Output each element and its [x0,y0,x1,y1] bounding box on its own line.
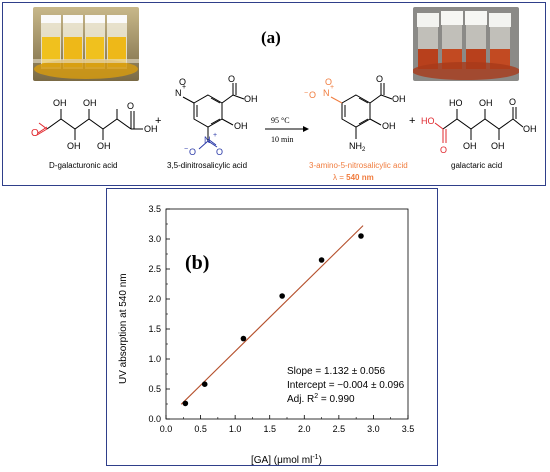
dns-structure [182,83,245,150]
ga-oh-label-2: OH [83,98,97,108]
ans-plus-charge: + [330,84,334,91]
dns-o-label-1: O [179,77,186,87]
ga-o-label: O [127,101,134,111]
ga-oh-label-5: OH [97,141,111,151]
reaction-temperature: 95 °C [271,116,290,125]
dns-n-label-2: N [204,135,211,145]
dns-o-label-4: O [216,147,223,157]
y-tick-label: 3.5 [148,204,161,214]
galactaric-acid-structure [434,107,524,143]
y-tick-label: 3.0 [148,234,161,244]
y-tick-label: 1.0 [148,354,161,364]
dns-n-label-1: N [175,88,182,98]
dns-oh-label-2: OH [234,121,248,131]
x-tick-label: 2.5 [333,424,346,434]
ans-oh-label-1: OH [392,94,406,104]
data-point [201,381,208,387]
dns-name: 3,5-dinitrosalicylic acid [167,161,247,170]
y-tick-label: 0.5 [148,384,161,394]
fit-line-group [180,225,364,405]
x-tick-label: 0.5 [194,424,207,434]
ga-oh-label-4: OH [67,141,81,151]
ans-name: 3-amino-5-nitrosalicylic acid [309,161,408,170]
x-tick-label: 0.0 [160,424,173,434]
lambda-label: λ = 540 nm [333,173,374,182]
panel-b-label: (b) [185,252,209,274]
ans-o-label-2: O [309,90,316,100]
gaa-ho-label-2: HO [449,98,463,108]
ans-nh2-label: NH2 [349,141,366,153]
gaa-oh-label-1: OH [479,98,493,108]
vials-photo-before [33,7,139,81]
ans-o-label-1: O [325,77,332,87]
dns-plus-charge-1: + [182,84,186,91]
intercept-annotation: Intercept = −0.004 ± 0.096 [287,380,405,391]
slope-annotation: Slope = 1.132 ± 0.056 [287,366,386,377]
calibration-panel: 0.0 0.5 1.0 1.5 2.0 2.5 3.0 3.5 0.0 0.5 1.0 1.5 2.0 2… [106,188,438,466]
data-point [240,335,247,342]
ga-oh-label-3: OH [144,124,158,134]
reaction-scheme: (a) O OH OH O OH OH OH D-galacturonic ac… [31,28,537,182]
x-tick-label: 1.0 [229,424,242,434]
reaction-time: 10 min [271,135,293,144]
galactaric-acid-name: galactaric acid [451,161,502,170]
aldehyde-o-label: O [31,128,39,139]
dns-oh-label-1: OH [244,94,258,104]
gaa-o-label-1: O [440,145,447,155]
reaction-panel: (a) O OH OH O OH OH OH D-galacturonic ac… [2,2,546,186]
gaa-o-label-2: O [509,97,516,107]
vials-photo-after [413,7,519,81]
gaa-ho-label: HO [421,116,435,126]
y-axis-label: UV absorption at 540 nm [118,273,129,384]
ans-o-label-3: O [376,74,383,84]
calibration-chart: 0.0 0.5 1.0 1.5 2.0 2.5 3.0 3.5 0.0 0.5 1.0 1.5 2.0 2… [118,204,414,466]
data-point [182,400,189,407]
plus-sign-2: + [409,115,415,127]
dns-o-label-3: O [189,147,196,157]
fit-line [180,225,364,405]
x-axis-label: [GA] (μmol ml-1) [251,454,322,466]
x-tick-label: 3.5 [402,424,415,434]
y-tick-label: 2.0 [148,294,161,304]
chart-ticks: 0.0 0.5 1.0 1.5 2.0 2.5 3.0 3.5 0.0 0.5 1.0 1.5 2.0 2… [148,204,414,434]
dns-minus-charge: − [184,146,188,153]
ans-oh-label-2: OH [382,121,396,131]
galacturonic-acid-structure [36,109,143,140]
galacturonic-acid-name: D-galacturonic acid [49,161,117,170]
gaa-oh-label-2: OH [523,124,537,134]
x-tick-label: 2.0 [298,424,311,434]
y-tick-label: 2.5 [148,264,161,274]
y-tick-label: 1.5 [148,324,161,334]
data-points [182,233,364,407]
x-tick-label: 3.0 [367,424,380,434]
data-point [318,257,325,263]
plus-sign-1: + [155,115,161,127]
data-point [279,293,285,299]
dns-o-label-2: O [228,74,235,84]
panel-a-label: (a) [261,28,281,47]
ga-oh-label-1: OH [53,98,67,108]
x-tick-label: 1.5 [263,424,276,434]
y-tick-label: 0.0 [148,414,161,424]
data-point [358,233,364,239]
gaa-oh-label-3: OH [463,141,477,151]
ans-structure [330,83,393,139]
ans-minus-charge: − [304,90,308,97]
ans-n-label: N [323,88,330,98]
arrowhead-icon [303,126,309,132]
gaa-oh-label-4: OH [491,141,505,151]
dns-plus-charge-2: + [213,132,217,139]
adj-r2-annotation: Adj. R2 = 0.990 [287,393,355,405]
